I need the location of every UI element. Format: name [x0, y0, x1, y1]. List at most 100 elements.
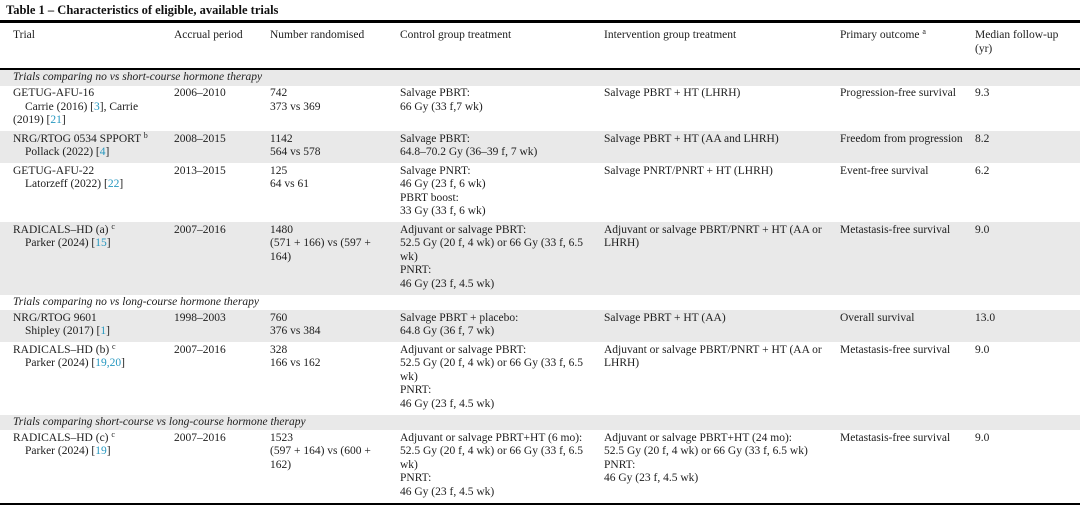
trial-name: GETUG-AFU-22 — [13, 164, 95, 177]
trial-row: RADICALS–HD (a) c Parker (2024) [15] 2007–… — [0, 222, 1080, 295]
citation-text: ] — [121, 357, 125, 369]
randomised-line: (571 + 166) vs (597 + 164) — [270, 237, 371, 263]
control-line: Salvage PBRT: — [400, 87, 470, 99]
randomised-line: 125 — [270, 164, 288, 177]
randomised-line: 1523 — [270, 431, 293, 444]
citation-reference-link[interactable]: 21 — [50, 114, 62, 126]
trial-row: NRG/RTOG 0534 SPPORT b Pollack (2022) [4]… — [0, 131, 1080, 163]
control-line: 46 Gy (23 f, 4.5 wk) — [400, 397, 495, 410]
control-treatment-cell: Salvage PBRT: 66 Gy (33 f,7 wk) — [400, 86, 604, 132]
control-line: Adjuvant or salvage PBRT: — [400, 223, 527, 236]
median-followup-cell: 9.3 — [975, 87, 990, 99]
section-heading-row: Trials comparing no vs short-course horm… — [0, 69, 1080, 86]
primary-outcome-cell: Event-free survival — [840, 164, 929, 177]
table-title: Table 1 – Characteristics of eligible, a… — [0, 0, 1080, 23]
trial-citation: Pollack (2022) [4] — [13, 146, 164, 160]
control-line: PNRT: — [400, 264, 432, 276]
trial-row: RADICALS–HD (b) c Parker (2024) [19,20] 20… — [0, 342, 1080, 415]
column-header-4: Control group treatment — [400, 23, 604, 70]
trials-table: Trial Accrual period Number randomised Cont… — [0, 23, 1080, 505]
citation-reference-link[interactable]: 19,20 — [95, 357, 122, 369]
section-heading-row: Trials comparing no vs long-course hormo… — [0, 295, 1080, 311]
control-treatment-cell: Salvage PBRT: 64.8–70.2 Gy (36–39 f, 7 wk… — [400, 131, 604, 163]
randomised-line: 64 vs 61 — [270, 178, 309, 190]
randomised-line: 564 vs 578 — [270, 146, 321, 158]
median-followup-cell: 9.0 — [975, 431, 990, 444]
intervention-line: 52.5 Gy (20 f, 4 wk) or 66 Gy (33 f, 6.5… — [604, 445, 808, 457]
trial-row: RADICALS–HD (c) c Parker (2024) [19] 2007–… — [0, 430, 1080, 504]
control-line: 52.5 Gy (20 f, 4 wk) or 66 Gy (33 f, 6.5… — [400, 445, 584, 471]
number-randomised-cell: 1523 (597 + 164) vs (600 + 162) — [270, 430, 400, 504]
randomised-line: 373 vs 369 — [270, 100, 321, 113]
trial-name: NRG/RTOG 0534 SPPORT b — [13, 130, 148, 145]
column-header-6: Primary outcome a — [840, 23, 975, 70]
citation-text: ], Carrie (2019) [ — [13, 100, 139, 127]
citation-reference-link[interactable]: 15 — [95, 237, 107, 249]
intervention-treatment-cell: Adjuvant or salvage PBRT/PNRT + HT (AA o… — [604, 222, 840, 295]
randomised-line: 1480 — [270, 223, 293, 236]
citation-reference-link[interactable]: 19 — [95, 445, 107, 457]
control-line: 52.5 Gy (20 f, 4 wk) or 66 Gy (33 f, 6.5… — [400, 357, 584, 383]
column-header-3: Number randomised — [270, 23, 400, 70]
citation-text: Parker (2024) [ — [25, 237, 96, 249]
accrual-period-cell: 2007–2016 — [174, 343, 226, 356]
citation-text: ] — [105, 146, 110, 158]
median-followup-cell: 9.0 — [975, 223, 990, 236]
trial-cell: NRG/RTOG 0534 SPPORT b Pollack (2022) [4] — [0, 131, 174, 163]
control-line: Salvage PBRT: — [400, 132, 470, 145]
intervention-treatment-cell: Salvage PNRT/PNRT + HT (LHRH) — [604, 163, 840, 222]
number-randomised-cell: 742 373 vs 369 — [270, 86, 400, 132]
intervention-treatment-cell: Adjuvant or salvage PBRT+HT (24 mo): 52.5… — [604, 430, 840, 504]
randomised-line: 1142 — [270, 132, 293, 145]
trial-cell: NRG/RTOG 9601 Shipley (2017) [1] — [0, 310, 174, 342]
trial-cell: RADICALS–HD (b) c Parker (2024) [19,20] — [0, 342, 174, 415]
intervention-treatment-cell: Salvage PBRT + HT (AA and LHRH) — [604, 131, 840, 163]
citation-text: ] — [106, 445, 111, 457]
median-followup-cell: 9.0 — [975, 343, 990, 356]
citation-reference-link[interactable]: 1 — [100, 325, 107, 337]
section-heading: Trials comparing short-course vs long-co… — [13, 415, 306, 428]
control-treatment-cell: Adjuvant or salvage PBRT: 52.5 Gy (20 f, … — [400, 342, 604, 415]
citation-text: Latorzeff (2022) [ — [25, 178, 108, 190]
control-line: 52.5 Gy (20 f, 4 wk) or 66 Gy (33 f, 6.5… — [400, 237, 584, 263]
trial-cell: GETUG-AFU-16 Carrie (2016) [3], Carrie (2… — [0, 86, 174, 132]
trial-citation: Shipley (2017) [1] — [13, 325, 164, 339]
intervention-line: Adjuvant or salvage PBRT/PNRT + HT (AA o… — [604, 223, 822, 250]
trial-name: RADICALS–HD (b) c — [13, 341, 116, 356]
randomised-line: 742 — [270, 87, 288, 99]
accrual-period-cell: 2006–2010 — [174, 87, 226, 99]
citation-reference-link[interactable]: 3 — [93, 100, 100, 113]
primary-outcome-cell: Overall survival — [840, 311, 915, 324]
accrual-period-cell: 2007–2016 — [174, 431, 226, 444]
intervention-line: PNRT: — [604, 458, 636, 471]
control-line: 46 Gy (23 f, 4.5 wk) — [400, 277, 495, 290]
section-heading-row: Trials comparing short-course vs long-co… — [0, 414, 1080, 430]
citation-text: Parker (2024) [ — [25, 357, 96, 369]
accrual-period-cell: 1998–2003 — [174, 311, 226, 324]
control-line: 46 Gy (23 f, 6 wk) — [400, 178, 486, 190]
citation-text: ] — [106, 237, 111, 249]
intervention-treatment-cell: Salvage PBRT + HT (AA) — [604, 310, 840, 342]
trial-name: RADICALS–HD (c) c — [13, 429, 115, 444]
citation-reference-link[interactable]: 22 — [107, 178, 120, 190]
column-header-1: Trial — [0, 23, 174, 70]
column-header-2: Accrual period — [174, 23, 270, 70]
intervention-line: Salvage PBRT + HT (AA) — [604, 311, 726, 324]
footnote-marker: c — [111, 429, 115, 439]
intervention-line: Salvage PBRT + HT (LHRH) — [604, 87, 741, 99]
citation-text: Pollack (2022) [ — [25, 146, 100, 158]
control-treatment-cell: Adjuvant or salvage PBRT: 52.5 Gy (20 f, … — [400, 222, 604, 295]
trial-citation: Carrie (2016) [3], Carrie (2019) [21] — [13, 101, 164, 128]
citation-text: ] — [119, 178, 124, 190]
randomised-line: (597 + 164) vs (600 + 162) — [270, 445, 371, 471]
citation-reference-link[interactable]: 4 — [99, 146, 106, 158]
control-line: PBRT boost: — [400, 191, 459, 204]
trial-citation: Parker (2024) [15] — [13, 237, 164, 251]
control-line: PNRT: — [400, 472, 432, 484]
intervention-line: 46 Gy (23 f, 4.5 wk) — [604, 472, 699, 484]
trial-cell: GETUG-AFU-22 Latorzeff (2022) [22] — [0, 163, 174, 222]
intervention-treatment-cell: Salvage PBRT + HT (LHRH) — [604, 86, 840, 132]
control-treatment-cell: Salvage PNRT: 46 Gy (23 f, 6 wk) PBRT boos… — [400, 163, 604, 222]
footnote-marker: a — [922, 27, 926, 36]
